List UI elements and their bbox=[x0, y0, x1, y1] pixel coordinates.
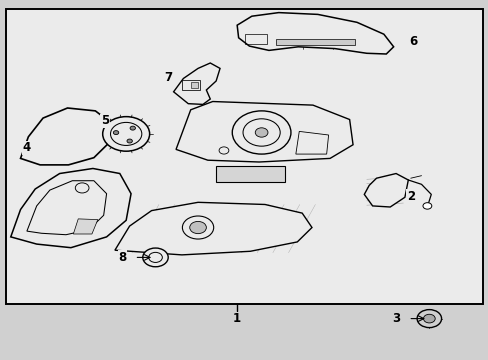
Polygon shape bbox=[27, 181, 106, 235]
Text: 5: 5 bbox=[101, 114, 109, 127]
Text: 8: 8 bbox=[118, 251, 126, 264]
Text: 7: 7 bbox=[164, 71, 172, 84]
Polygon shape bbox=[237, 13, 393, 54]
Polygon shape bbox=[364, 174, 407, 207]
Polygon shape bbox=[276, 39, 354, 45]
Circle shape bbox=[416, 310, 441, 328]
Polygon shape bbox=[115, 202, 311, 255]
Text: 4: 4 bbox=[23, 141, 31, 154]
Polygon shape bbox=[11, 168, 131, 248]
Circle shape bbox=[102, 117, 149, 151]
Polygon shape bbox=[216, 166, 284, 182]
Text: 3: 3 bbox=[391, 312, 399, 325]
Circle shape bbox=[422, 203, 431, 209]
Circle shape bbox=[142, 248, 168, 267]
Polygon shape bbox=[20, 108, 111, 165]
Text: 1: 1 bbox=[233, 312, 241, 325]
Polygon shape bbox=[295, 131, 328, 154]
Circle shape bbox=[423, 314, 434, 323]
Polygon shape bbox=[176, 102, 352, 162]
Circle shape bbox=[130, 126, 135, 130]
FancyBboxPatch shape bbox=[6, 9, 482, 304]
Circle shape bbox=[113, 131, 119, 135]
Circle shape bbox=[189, 221, 206, 234]
Circle shape bbox=[127, 139, 132, 143]
Text: 2: 2 bbox=[406, 190, 414, 203]
Circle shape bbox=[255, 128, 267, 137]
Polygon shape bbox=[73, 219, 98, 234]
Polygon shape bbox=[173, 63, 220, 104]
Polygon shape bbox=[190, 82, 198, 88]
Text: 6: 6 bbox=[408, 35, 416, 48]
